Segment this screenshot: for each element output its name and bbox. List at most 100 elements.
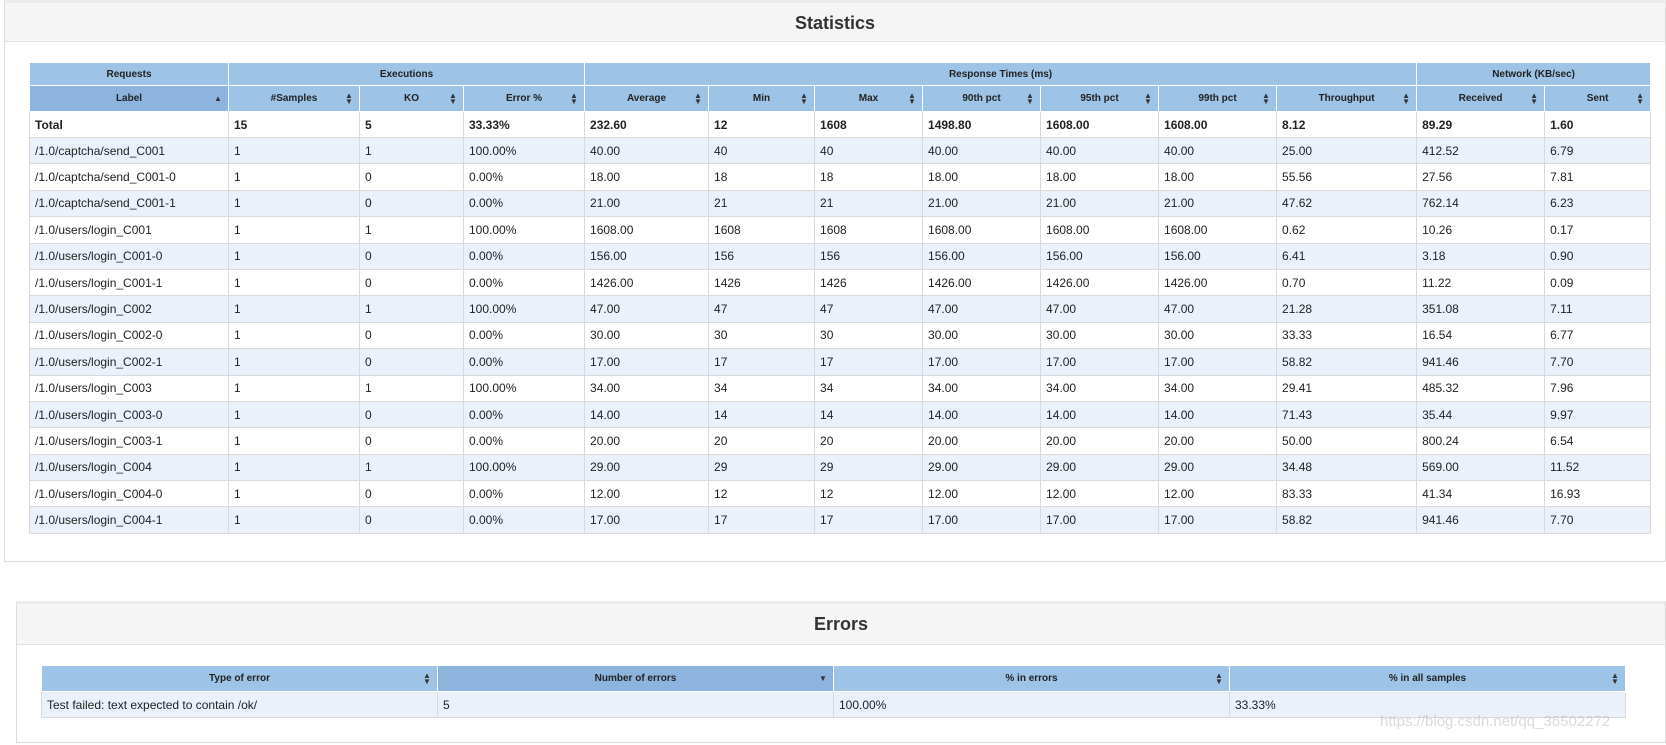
table-cell: 6.23 <box>1544 189 1652 218</box>
table-cell: 100.00% <box>462 216 586 244</box>
table-cell: 55.56 <box>1276 163 1418 191</box>
table-cell: /1.0/users/login_C002-1 <box>29 348 229 376</box>
sort-both-icon: ▲ ▼ <box>1215 670 1223 686</box>
table-cell: 17.00 <box>1158 506 1278 534</box>
table-row: /1.0/users/login_C004 1 1 100.00% 29.00 29 29 2… <box>29 453 1652 482</box>
column-header-label: KO <box>404 93 419 104</box>
table-cell: 7.70 <box>1544 348 1652 376</box>
column-header-label: % in all samples <box>1388 673 1467 684</box>
table-cell: 100.00% <box>462 295 586 323</box>
table-cell: 485.32 <box>1416 374 1546 402</box>
table-cell: 17 <box>708 348 816 376</box>
table-cell: 17.00 <box>1040 348 1160 376</box>
table-cell: /1.0/users/login_C004 <box>29 453 229 482</box>
sort-both-icon: ▲ ▼ <box>449 90 457 106</box>
table-cell: /1.0/users/login_C001 <box>29 216 229 244</box>
sort-both-icon: ▲ ▼ <box>1402 90 1411 106</box>
table-cell: 1 <box>228 189 360 218</box>
table-cell: 34.00 <box>922 374 1042 402</box>
table-cell: 1608 <box>814 216 924 244</box>
table-cell: 47 <box>814 295 924 323</box>
column-header-min[interactable]: Min ▲ ▼ <box>708 85 816 112</box>
column-header-throughput[interactable]: Throughput ▲ ▼ <box>1276 85 1418 112</box>
table-cell: 12.00 <box>584 480 710 508</box>
table-cell: 18 <box>814 163 924 191</box>
column-header-ko[interactable]: KO ▲ ▼ <box>359 85 464 112</box>
column-header-samples[interactable]: #Samples ▲ ▼ <box>228 85 360 112</box>
table-cell: Total <box>29 111 229 138</box>
column-header-95th-pct[interactable]: 95th pct ▲ ▼ <box>1040 85 1160 112</box>
sort-desc-icon: ▼ <box>819 673 827 683</box>
table-cell: 0 <box>359 268 464 297</box>
table-cell: 33.33% <box>1229 691 1626 718</box>
column-header-label: Received <box>1458 93 1503 104</box>
table-cell: 100.00% <box>462 374 586 402</box>
table-cell: 0.62 <box>1276 216 1418 244</box>
table-cell: 20 <box>708 427 816 455</box>
table-cell: 1 <box>228 348 360 376</box>
table-cell: 0.70 <box>1276 268 1418 297</box>
table-row: /1.0/users/login_C001-1 1 0 0.00% 1426.00 142… <box>29 268 1652 297</box>
table-cell: 1426.00 <box>584 268 710 297</box>
table-cell: 47.00 <box>1158 295 1278 323</box>
table-cell: 0.09 <box>1544 268 1652 297</box>
table-cell: 1 <box>228 453 360 482</box>
table-cell: 0 <box>359 189 464 218</box>
table-cell: 0.00% <box>462 400 586 429</box>
table-cell: 1608 <box>708 216 816 244</box>
column-header-label[interactable]: Label ▲ <box>29 85 229 112</box>
table-cell: 1608.00 <box>584 216 710 244</box>
table-cell: 40.00 <box>1158 136 1278 165</box>
errors-column-header-type-of-error[interactable]: Type of error ▲ ▼ <box>41 665 438 692</box>
table-cell: 10.26 <box>1416 216 1546 244</box>
table-cell: 5 <box>359 111 464 138</box>
table-cell: 21.00 <box>584 189 710 218</box>
table-cell: 1608.00 <box>1158 216 1278 244</box>
column-header-max[interactable]: Max ▲ ▼ <box>814 85 924 112</box>
table-row: /1.0/users/login_C001 1 1 100.00% 1608.00 160… <box>29 216 1652 244</box>
sort-both-icon: ▲ ▼ <box>1026 90 1034 106</box>
column-header-99th-pct[interactable]: 99th pct ▲ ▼ <box>1158 85 1278 112</box>
table-cell: 156.00 <box>1158 242 1278 270</box>
table-cell: 0.00% <box>462 268 586 297</box>
table-cell: 16.93 <box>1544 480 1652 508</box>
table-cell: Test failed: text expected to contain /o… <box>41 691 438 718</box>
table-cell: /1.0/captcha/send_C001 <box>29 136 229 165</box>
table-cell: /1.0/users/login_C001-1 <box>29 268 229 297</box>
table-cell: 40.00 <box>922 136 1042 165</box>
table-cell: 40.00 <box>1040 136 1160 165</box>
sort-both-icon: ▲ ▼ <box>423 670 431 686</box>
column-header-average[interactable]: Average ▲ ▼ <box>584 85 710 112</box>
table-cell: 351.08 <box>1416 295 1546 323</box>
table-cell: 1426.00 <box>922 268 1042 297</box>
table-cell: 11.52 <box>1544 453 1652 482</box>
column-header-sent[interactable]: Sent ▲ ▼ <box>1544 85 1652 112</box>
table-cell: 0 <box>359 163 464 191</box>
table-cell: 47.00 <box>1040 295 1160 323</box>
group-header-executions: Executions <box>227 62 586 86</box>
table-row: /1.0/users/login_C003-0 1 0 0.00% 14.00 14 14 1… <box>29 400 1652 429</box>
column-header-90th-pct[interactable]: 90th pct ▲ ▼ <box>922 85 1042 112</box>
table-cell: /1.0/users/login_C004-0 <box>29 480 229 508</box>
table-cell: /1.0/users/login_C002 <box>29 295 229 323</box>
errors-column-header-number-of-errors[interactable]: Number of errors ▼ <box>437 665 834 692</box>
table-cell: 1608.00 <box>1040 216 1160 244</box>
column-header-error[interactable]: Error % ▲ ▼ <box>462 85 586 112</box>
table-cell: 17.00 <box>584 348 710 376</box>
table-cell: 0.00% <box>462 506 586 534</box>
table-row: /1.0/users/login_C002-1 1 0 0.00% 17.00 17 17 1… <box>29 348 1652 376</box>
table-row: /1.0/users/login_C002 1 1 100.00% 47.00 47 47 4… <box>29 295 1652 323</box>
table-cell: 1 <box>359 136 464 165</box>
table-cell: 7.81 <box>1544 163 1652 191</box>
table-cell: 1608.00 <box>1158 111 1278 138</box>
table-cell: 34.00 <box>584 374 710 402</box>
errors-column-header-in-all-samples[interactable]: % in all samples ▲ ▼ <box>1229 665 1626 692</box>
table-row: /1.0/users/login_C004-0 1 0 0.00% 12.00 12 12 1… <box>29 480 1652 508</box>
column-header-received[interactable]: Received ▲ ▼ <box>1416 85 1546 112</box>
table-cell: 156 <box>708 242 816 270</box>
table-cell: 412.52 <box>1416 136 1546 165</box>
errors-column-header-in-errors[interactable]: % in errors ▲ ▼ <box>833 665 1230 692</box>
watermark: https://blog.csdn.net/qq_36502272 <box>1380 713 1611 730</box>
table-cell: 1426 <box>708 268 816 297</box>
table-cell: 17.00 <box>1040 506 1160 534</box>
